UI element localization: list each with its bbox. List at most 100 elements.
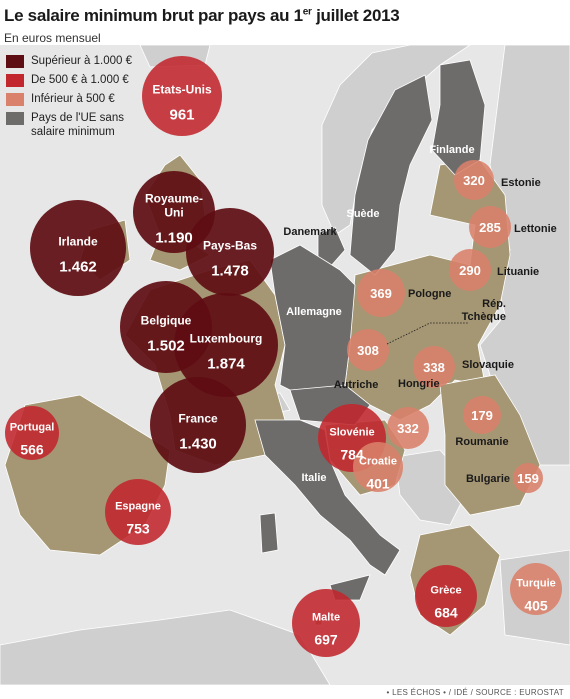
- country-value-rep-tcheque: 308: [357, 343, 379, 358]
- country-name-slovenie: Slovénie: [329, 427, 374, 439]
- country-name-espagne: Espagne: [115, 501, 161, 513]
- country-name-portugal: Portugal: [10, 422, 55, 434]
- legend-swatch: [6, 55, 24, 68]
- legend-swatch: [6, 74, 24, 87]
- country-name-etats-unis: Etats-Unis: [152, 83, 212, 97]
- country-value-lituanie: 290: [459, 263, 481, 278]
- legend-item-no-min-wage: Pays de l'UE sans salaire minimum: [6, 111, 161, 139]
- country-name-irlande: Irlande: [58, 235, 98, 249]
- title-superscript: er: [302, 6, 312, 18]
- country-value-slovaquie: 338: [423, 360, 445, 375]
- country-name-bulgarie: Bulgarie: [466, 473, 510, 485]
- bubbles-layer: [5, 56, 562, 657]
- sweden-land: [349, 74, 433, 276]
- country-value-pays-bas: 1.478: [211, 263, 249, 280]
- country-value-royaume-uni: 1.190: [155, 230, 193, 247]
- sardinia-land: [259, 512, 279, 554]
- country-name-royaume-uni: Uni: [164, 206, 183, 220]
- bubble-estonie: [454, 160, 494, 200]
- country-name-belgique: Belgique: [141, 314, 192, 328]
- bubble-irlande: [30, 200, 126, 296]
- country-value-portugal: 566: [20, 442, 44, 458]
- legend-label: Pays de l'UE sans salaire minimum: [31, 112, 124, 138]
- country-name-finlande: Finlande: [429, 144, 474, 156]
- europe-map: Etats-Unis 961 Royaume- Uni 1.190 Irlande 1.46…: [0, 45, 570, 685]
- legend-item-mid: De 500 € à 1.000 €: [6, 73, 161, 87]
- country-value-france: 1.430: [179, 436, 217, 453]
- bubble-luxembourg: [174, 293, 278, 397]
- leader-line-rep-tcheque: [386, 322, 468, 345]
- country-name-malte: Malte: [312, 612, 340, 624]
- title-suffix: juillet 2013: [311, 6, 400, 25]
- country-name-roumanie: Roumanie: [455, 436, 508, 448]
- country-name-autriche: Autriche: [334, 379, 379, 391]
- bubble-hongrie: [387, 407, 429, 449]
- country-value-belgique: 1.502: [147, 338, 185, 355]
- bubble-roumanie: [463, 396, 501, 434]
- country-name-hongrie: Hongrie: [398, 378, 440, 390]
- bubble-lettonie: [469, 206, 511, 248]
- map-svg: Etats-Unis 961 Royaume-Uni 1.190 Irlande 1.46…: [0, 45, 570, 685]
- country-name-danemark: Danemark: [283, 226, 337, 238]
- legend-label: De 500 € à 1.000 €: [31, 74, 129, 86]
- country-value-lettonie: 285: [479, 220, 501, 235]
- country-value-slovenie: 784: [340, 447, 364, 463]
- country-value-luxembourg: 1.874: [207, 356, 245, 373]
- country-labels-layer: Etats-Unis 961 Royaume-Uni 1.190 Irlande 1.46…: [10, 83, 557, 648]
- legend-item-low: Inférieur à 500 €: [6, 92, 161, 106]
- country-name-royaume-uni: Royaume-: [145, 192, 203, 206]
- country-name-italie: Italie: [301, 472, 326, 484]
- country-value-roumanie: 179: [471, 408, 493, 423]
- country-value-hongrie: 332: [397, 421, 419, 436]
- bubble-etats-unis: [142, 56, 222, 136]
- country-name-grece: Grèce: [430, 585, 461, 597]
- country-name-rep-tcheque: Tchèque: [462, 311, 506, 323]
- eu-no-min-wage-land: [254, 59, 486, 601]
- country-value-grece: 684: [434, 605, 458, 621]
- source-credit: • LES ÉCHOS • / IDÉ / SOURCE : EUROSTAT: [386, 688, 564, 697]
- denmark-land: [317, 226, 346, 268]
- bubble-lituanie: [449, 249, 491, 291]
- country-value-bulgarie: 159: [517, 471, 539, 486]
- legend-label: Supérieur à 1.000 €: [31, 55, 133, 67]
- legend-swatch: [6, 112, 24, 125]
- bubble-espagne: [105, 479, 171, 545]
- subtitle: En euros mensuel: [4, 31, 101, 45]
- country-name-pologne: Pologne: [408, 288, 451, 300]
- country-value-croatie: 401: [366, 476, 390, 492]
- country-name-estonie: Estonie: [501, 177, 541, 189]
- bubble-grece: [415, 565, 477, 627]
- country-name-luxembourg: Luxembourg: [190, 332, 263, 346]
- country-value-etats-unis: 961: [169, 107, 194, 124]
- country-value-estonie: 320: [463, 173, 485, 188]
- bubble-portugal: [5, 406, 59, 460]
- page-title: Le salaire minimum brut par pays au 1er …: [4, 6, 400, 26]
- country-name-suede: Suède: [346, 208, 379, 220]
- country-name-allemagne: Allemagne: [286, 306, 342, 318]
- country-name-france: France: [178, 412, 218, 426]
- bubble-croatie: [353, 442, 403, 492]
- legend: Supérieur à 1.000 € De 500 € à 1.000 € I…: [6, 54, 161, 144]
- bubble-pologne: [357, 269, 405, 317]
- bubble-rep-tcheque: [347, 329, 389, 371]
- country-name-pays-bas: Pays-Bas: [203, 239, 257, 253]
- north-africa-land: [0, 609, 331, 685]
- country-value-pologne: 369: [370, 286, 392, 301]
- legend-label: Inférieur à 500 €: [31, 93, 115, 105]
- country-name-croatie: Croatie: [359, 456, 397, 468]
- country-name-lettonie: Lettonie: [514, 223, 557, 235]
- country-name-rep-tcheque: Rép.: [482, 298, 506, 310]
- bubble-slovaquie: [413, 346, 455, 388]
- bubble-turquie: [510, 563, 562, 615]
- bubble-france: [150, 377, 246, 473]
- country-name-turquie: Turquie: [516, 578, 556, 590]
- bubble-malte: [292, 589, 360, 657]
- country-value-irlande: 1.462: [59, 259, 97, 276]
- country-name-slovaquie: Slovaquie: [462, 359, 514, 371]
- country-value-malte: 697: [314, 632, 338, 648]
- bubble-bulgarie: [513, 463, 543, 493]
- legend-swatch: [6, 93, 24, 106]
- country-name-lituanie: Lituanie: [497, 266, 539, 278]
- country-value-espagne: 753: [126, 521, 150, 537]
